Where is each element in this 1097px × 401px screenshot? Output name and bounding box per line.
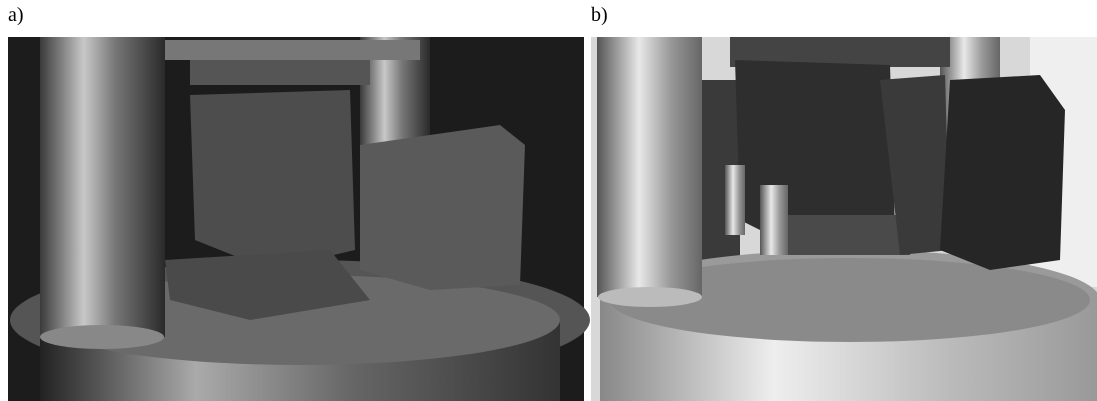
photo-b xyxy=(591,37,1097,401)
photo-a xyxy=(8,37,590,401)
photos xyxy=(0,0,1097,401)
figure: a) b) xyxy=(0,0,1097,401)
